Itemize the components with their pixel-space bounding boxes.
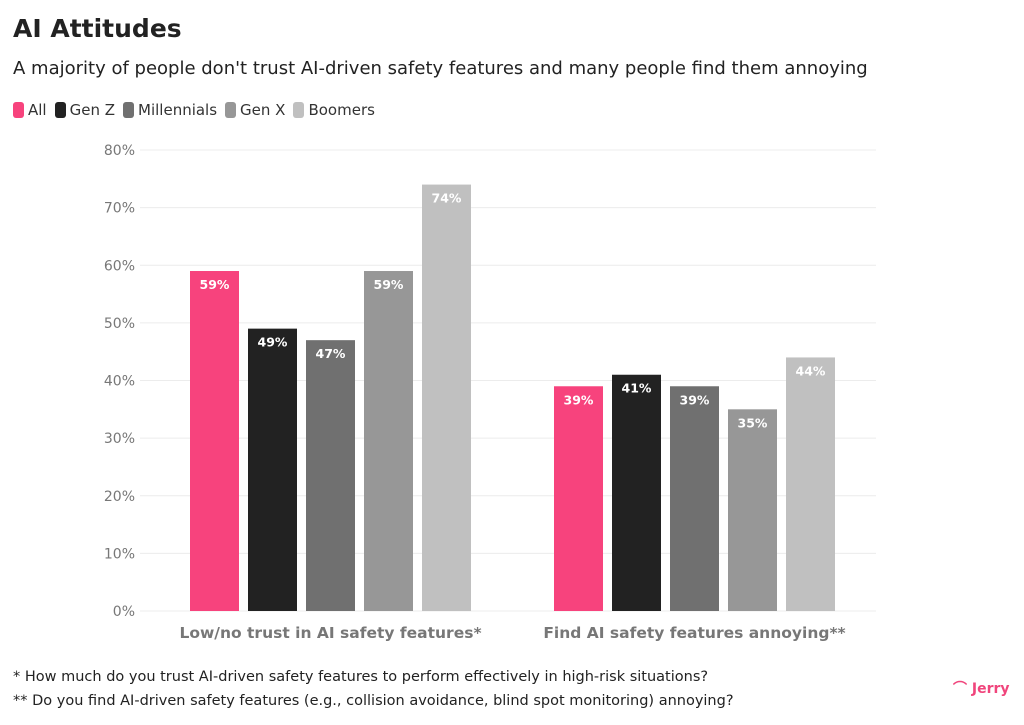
legend: All Gen Z Millennials Gen X Boomers (13, 101, 375, 119)
bar (306, 340, 355, 611)
bar (612, 374, 661, 611)
legend-label: Boomers (308, 101, 375, 119)
data-label: 74% (432, 191, 462, 206)
data-label: 49% (258, 335, 288, 350)
legend-label: Gen X (240, 101, 286, 119)
legend-item[interactable]: Gen X (225, 101, 285, 119)
data-label: 41% (622, 381, 652, 396)
data-label: 44% (796, 363, 826, 378)
legend-item[interactable]: Millennials (123, 101, 217, 119)
bar (554, 386, 603, 611)
footnote-1: * How much do you trust AI-driven safety… (13, 669, 709, 685)
data-label: 39% (680, 392, 710, 407)
bar (728, 409, 777, 611)
y-tick-label: 50% (104, 316, 135, 332)
y-tick-label: 10% (104, 546, 135, 562)
bar (190, 271, 239, 611)
legend-label: Gen Z (69, 101, 116, 119)
y-tick-label: 30% (104, 431, 135, 447)
legend-item[interactable]: Boomers (293, 101, 375, 119)
footnote-2: ** Do you find AI-driven safety features… (13, 693, 734, 709)
y-tick-label: 20% (104, 489, 135, 505)
y-tick-label: 0% (113, 604, 135, 620)
x-category-label: Low/no trust in AI safety features* (179, 624, 481, 642)
data-label: 59% (200, 277, 230, 292)
y-tick-label: 60% (104, 258, 135, 274)
legend-label: All (28, 101, 47, 119)
bar (422, 184, 471, 611)
bar (670, 386, 719, 611)
chart-title: AI Attitudes (13, 14, 182, 43)
y-tick-label: 80% (104, 143, 135, 159)
data-label: 39% (564, 392, 594, 407)
legend-item[interactable]: All (13, 101, 47, 119)
data-label: 59% (374, 277, 404, 292)
logo-icon: ⌒ (953, 681, 967, 697)
legend-item[interactable]: Gen Z (54, 101, 116, 119)
bar (364, 271, 413, 611)
bar (248, 328, 297, 611)
y-tick-label: 40% (104, 374, 135, 390)
data-label: 35% (738, 415, 768, 430)
logo-text: Jerry (971, 681, 1010, 697)
x-category-label: Find AI safety features annoying** (543, 624, 845, 642)
legend-swatch (13, 102, 24, 118)
chart-subtitle: A majority of people don't trust AI-driv… (13, 58, 868, 79)
y-tick-label: 70% (104, 201, 135, 217)
legend-swatch (225, 102, 237, 118)
legend-label: Millennials (138, 101, 218, 119)
legend-swatch (54, 102, 66, 118)
data-label: 47% (316, 346, 346, 361)
legend-swatch (123, 102, 135, 118)
bar (786, 357, 835, 611)
legend-swatch (293, 102, 305, 118)
jerry-logo: ⌒ Jerry (953, 678, 1010, 698)
